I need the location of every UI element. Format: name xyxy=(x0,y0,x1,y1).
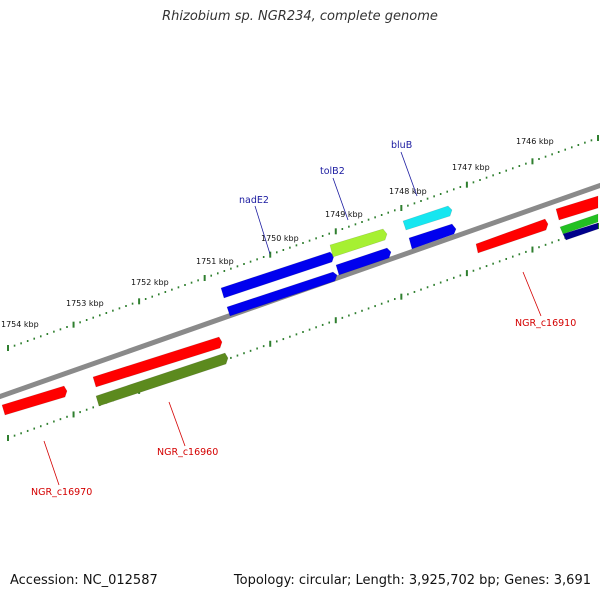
tick-label-1754: 1754 kbp xyxy=(1,320,39,329)
accession-text: Accession: NC_012587 xyxy=(10,573,158,588)
gene-green-right[interactable] xyxy=(559,213,599,235)
gene-blue-lower-3[interactable] xyxy=(408,223,457,250)
tick-label-1749: 1749 kbp xyxy=(325,210,363,219)
gene-bluB[interactable] xyxy=(402,205,453,231)
upper-scale-ticks xyxy=(7,135,599,351)
gene-NGR_c16970[interactable] xyxy=(1,385,68,416)
lower-scale-ticks xyxy=(7,223,599,441)
gene-nadE2[interactable] xyxy=(220,251,335,299)
genome-summary-text: Topology: circular; Length: 3,925,702 bp… xyxy=(233,573,591,588)
leader-bluB xyxy=(400,151,418,197)
gene-NGR_c16960[interactable] xyxy=(95,352,229,407)
map-title: Rhizobium sp. NGR234, complete genome xyxy=(162,9,438,24)
tick-label-1751: 1751 kbp xyxy=(196,257,234,266)
gene-label-tolB2: tolB2 xyxy=(320,166,345,177)
leader-NGR_c16910 xyxy=(522,271,542,317)
tick-label-1753: 1753 kbp xyxy=(66,299,104,308)
tick-label-1746: 1746 kbp xyxy=(516,137,554,146)
leader-nadE2 xyxy=(254,205,271,255)
gene-red-mid[interactable] xyxy=(92,336,223,388)
gene-blue-lower-1[interactable] xyxy=(226,271,338,317)
gene-label-nadE2: nadE2 xyxy=(239,195,269,206)
gene-label-NGR_c16910: NGR_c16910 xyxy=(515,318,576,329)
leader-NGR_c16960 xyxy=(168,401,186,447)
tick-label-1747: 1747 kbp xyxy=(452,163,490,172)
gene-blue-lower-2[interactable] xyxy=(335,247,392,276)
leader-tolB2 xyxy=(332,177,349,221)
gene-label-bluB: bluB xyxy=(391,140,412,151)
gene-label-NGR_c16970: NGR_c16970 xyxy=(31,487,92,498)
tick-label-1750: 1750 kbp xyxy=(261,234,299,243)
tick-label-1752: 1752 kbp xyxy=(131,278,169,287)
gene-tolB2[interactable] xyxy=(329,228,388,258)
gene-NGR_c16910[interactable] xyxy=(475,218,549,254)
gene-upper-red-right[interactable] xyxy=(555,195,599,221)
leader-NGR_c16970 xyxy=(43,440,60,486)
gene-label-NGR_c16960: NGR_c16960 xyxy=(157,447,218,458)
gene-navy-right[interactable] xyxy=(562,222,599,241)
tick-label-1748: 1748 kbp xyxy=(389,187,427,196)
